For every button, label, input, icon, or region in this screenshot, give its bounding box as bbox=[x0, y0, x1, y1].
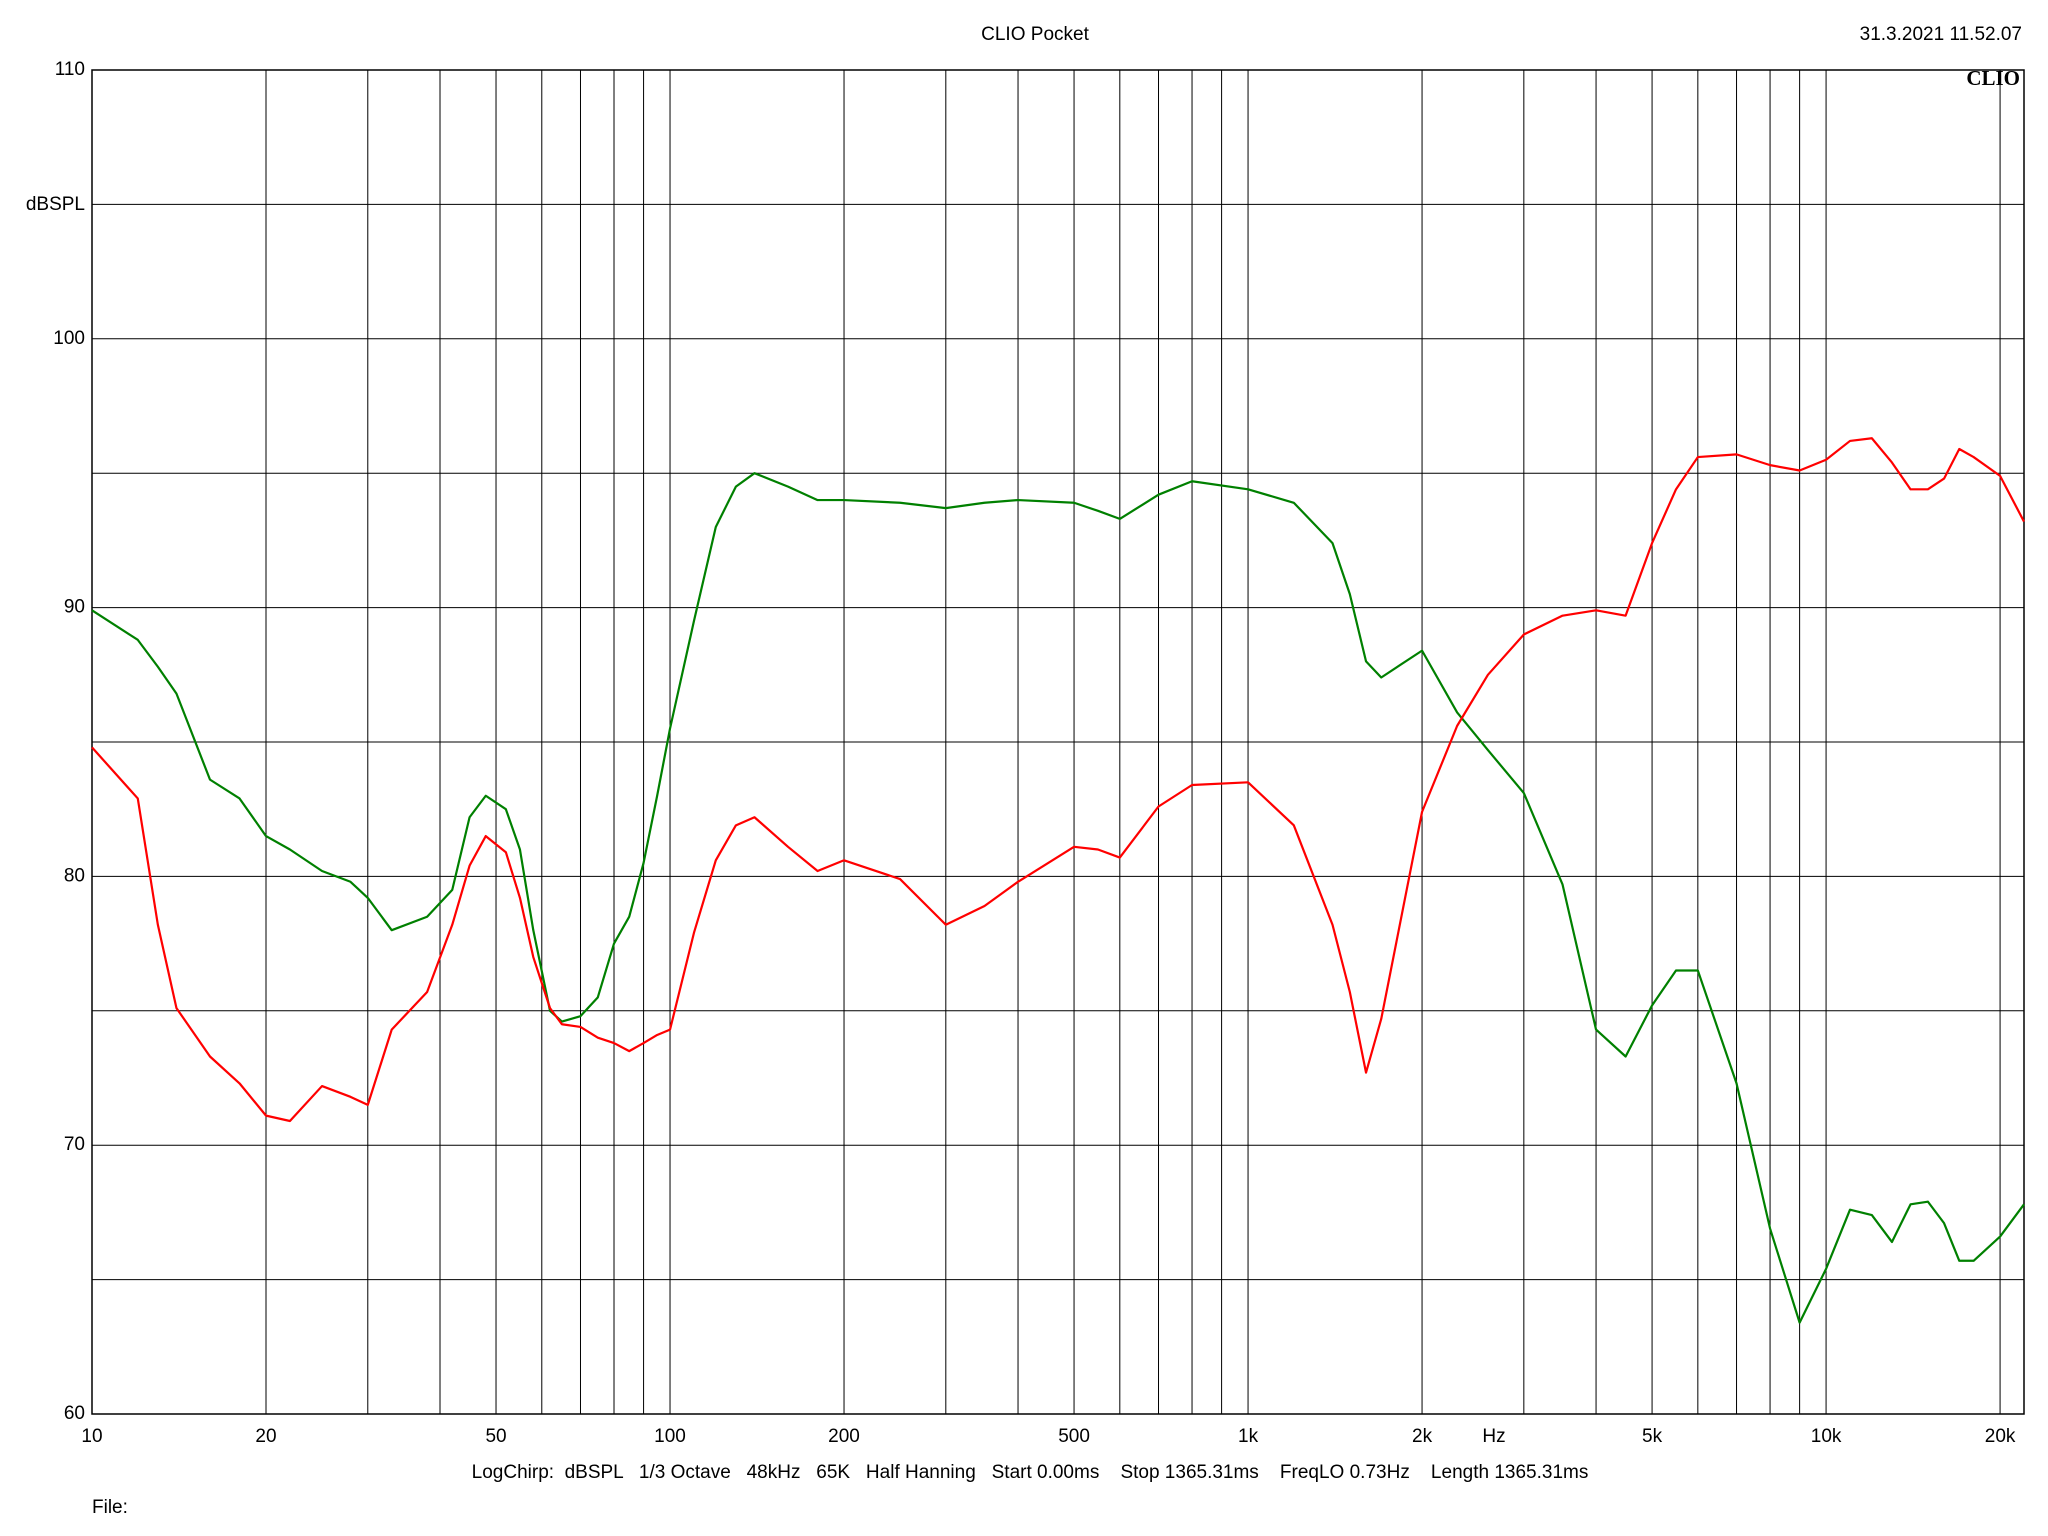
x-tick-label: 100 bbox=[654, 1426, 686, 1447]
x-tick-label: 10 bbox=[81, 1426, 102, 1447]
x-tick-label: 5k bbox=[1642, 1426, 1663, 1447]
data-line bbox=[91, 437, 2025, 1123]
y-tick-label: 70 bbox=[64, 1134, 85, 1155]
y-axis-label: dBSPL bbox=[26, 194, 85, 215]
x-tick-label: 2k bbox=[1412, 1426, 1433, 1447]
plot-frame bbox=[91, 69, 2025, 1415]
x-tick-label: 10k bbox=[1811, 1426, 1842, 1447]
x-unit-label: Hz bbox=[1482, 1426, 1505, 1447]
y-tick-label: 60 bbox=[64, 1403, 85, 1424]
y-tick-label: 110 bbox=[55, 59, 85, 80]
y-tick-label: 100 bbox=[53, 328, 85, 349]
footer: LogChirp: dBSPL 1/3 Octave 48kHz 65K Hal… bbox=[472, 1462, 1589, 1483]
chart-title: CLIO Pocket bbox=[981, 24, 1089, 45]
logo: CLIO bbox=[1966, 66, 2020, 90]
timestamp: 31.3.2021 11.52.07 bbox=[1860, 24, 2022, 45]
x-tick-label: 20 bbox=[255, 1426, 276, 1447]
x-tick-label: 200 bbox=[828, 1426, 860, 1447]
data-line bbox=[91, 472, 2025, 1324]
x-tick-label: 1k bbox=[1238, 1426, 1259, 1447]
file-label: File: bbox=[92, 1497, 128, 1518]
x-tick-label: 500 bbox=[1058, 1426, 1090, 1447]
x-tick-label: 50 bbox=[485, 1426, 506, 1447]
y-tick-label: 80 bbox=[64, 865, 85, 886]
x-tick-label: 20k bbox=[1985, 1426, 2016, 1447]
y-tick-label: 90 bbox=[64, 597, 85, 618]
